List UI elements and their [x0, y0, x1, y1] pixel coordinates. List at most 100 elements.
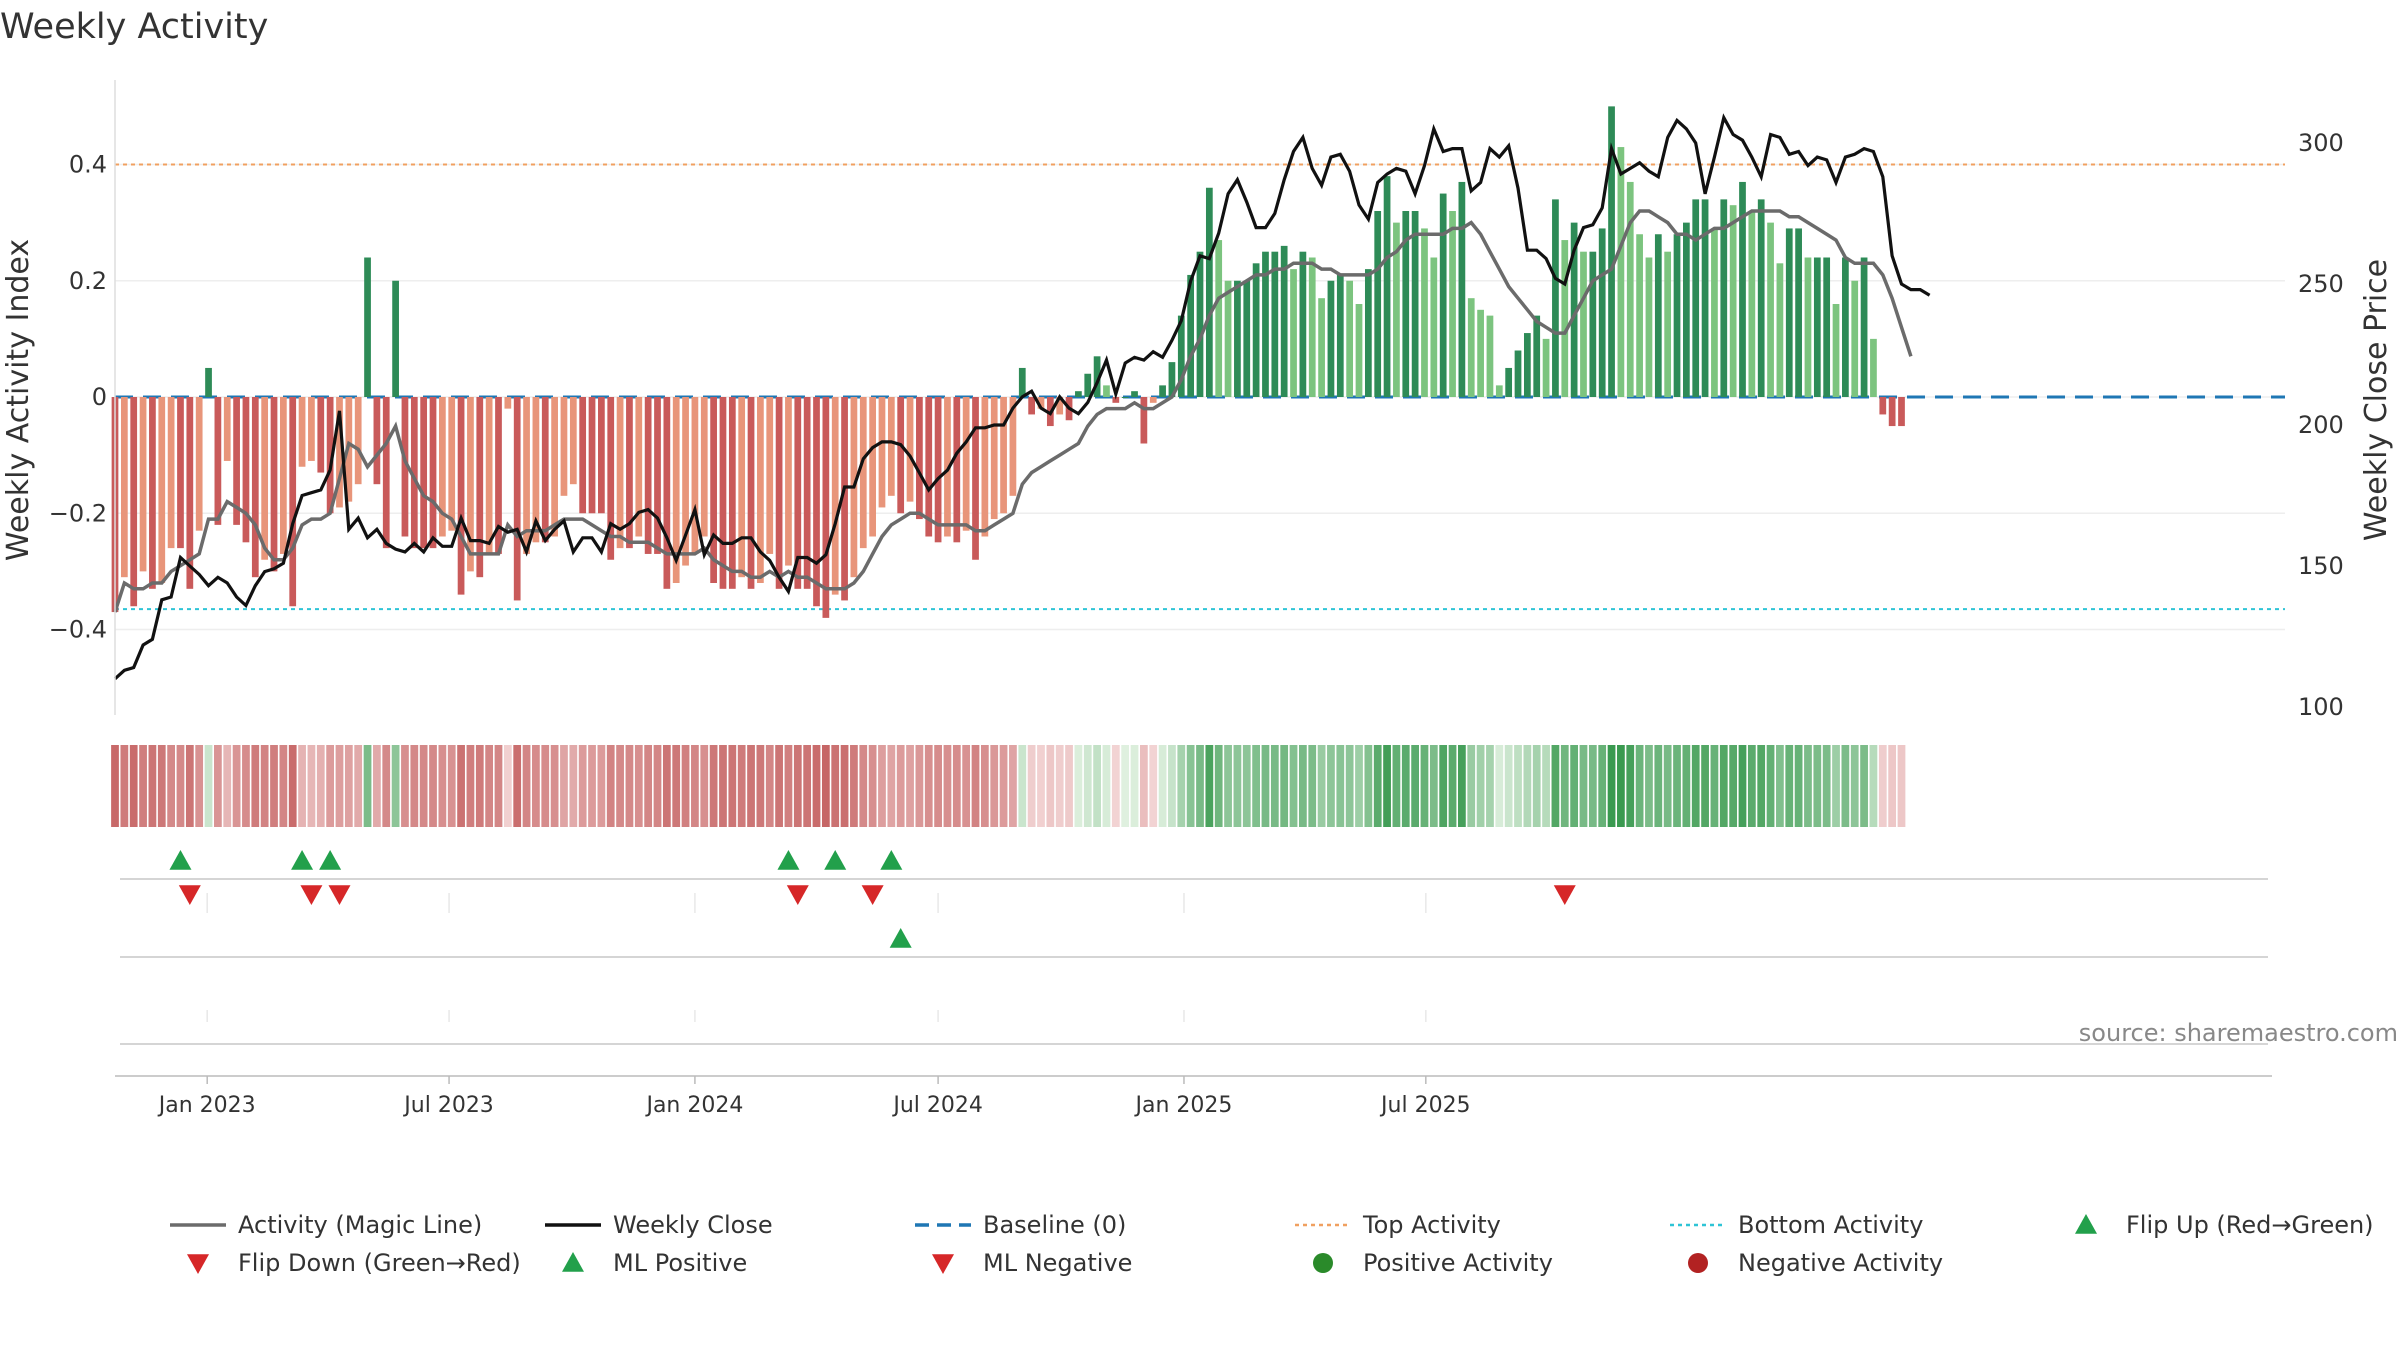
heat-strip-cell — [672, 745, 681, 827]
legend-swatch-8 — [932, 1254, 954, 1274]
heat-strip-cell — [999, 745, 1008, 827]
activity-bar — [495, 397, 502, 554]
heat-strip-cell — [550, 745, 559, 827]
heat-strip-cell — [560, 745, 568, 827]
heat-strip-cell — [1841, 745, 1850, 827]
heat-strip-cell — [1121, 745, 1130, 827]
activity-bar — [757, 397, 764, 583]
activity-bar — [457, 397, 465, 595]
heat-strip-cell — [1878, 745, 1887, 827]
activity-bar — [1458, 181, 1466, 397]
flip-down-marker — [178, 885, 201, 905]
heat-strip-cell — [1373, 745, 1382, 827]
activity-bar — [1271, 251, 1279, 397]
right-y-tick-label-2: 200 — [2298, 411, 2344, 439]
heat-strip-cell — [503, 745, 512, 827]
activity-bar — [1757, 199, 1765, 397]
heat-strip-cell — [625, 745, 634, 827]
activity-bar — [1449, 211, 1456, 397]
heat-strip-cell — [1542, 745, 1550, 827]
heat-strip-cell — [653, 745, 662, 827]
activity-bar — [298, 397, 306, 467]
activity-bar — [1234, 280, 1241, 397]
heat-strip-cell — [120, 745, 129, 827]
heat-strip-cell — [1617, 745, 1625, 827]
activity-bar — [1832, 304, 1840, 397]
heat-strip-cell — [719, 745, 727, 827]
activity-bar — [392, 280, 399, 397]
heat-strip-cell — [1139, 745, 1148, 827]
heat-strip-cell — [419, 745, 428, 827]
activity-bar — [1720, 199, 1728, 397]
activity-bar — [167, 397, 175, 549]
right-y-tick-label-0: 300 — [2298, 129, 2344, 157]
activity-bar — [1842, 257, 1849, 397]
heat-strip-cell — [1065, 745, 1073, 827]
axes: 0.4 0.2 0 −0.2 −0.4 300 250 200 150 100 — [49, 80, 2344, 721]
activity-bar — [251, 397, 259, 578]
heat-strip-cell — [232, 745, 241, 827]
right-y-tick-label-4: 100 — [2298, 693, 2344, 721]
weekly-close-series — [113, 113, 1931, 680]
activity-bar — [972, 397, 979, 560]
heat-strip-cell — [1448, 745, 1457, 827]
activity-bar — [1093, 356, 1101, 397]
heat-strip-cell — [934, 745, 942, 827]
heat-strip-cell — [681, 745, 690, 827]
activity-bar — [1701, 199, 1709, 397]
heat-strip-cell — [316, 745, 325, 827]
activity-bar — [158, 397, 166, 583]
event-markers — [120, 850, 2268, 1045]
heat-strip-cell — [971, 745, 980, 827]
activity-bar — [663, 397, 671, 589]
heat-strip-cell — [1570, 745, 1579, 827]
legend-label-5: Flip Up (Red→Green) — [2126, 1211, 2374, 1239]
heat-strip-cell — [1626, 745, 1635, 827]
activity-bar — [1589, 251, 1597, 397]
x-tick-label-4: Jan 2025 — [1134, 1093, 1233, 1118]
activity-bar — [738, 397, 746, 578]
heat-strip-cell — [868, 745, 877, 827]
activity-bar — [1374, 211, 1382, 397]
heat-strip-cell — [1308, 745, 1317, 827]
heat-strip-cell — [1233, 745, 1242, 827]
heat-strip-cell — [176, 745, 185, 827]
activity-bar — [654, 397, 661, 554]
activity-bar — [1402, 211, 1410, 397]
heat-strip-cell — [1224, 745, 1232, 827]
heat-strip-cell — [1486, 745, 1494, 827]
activity-bar — [607, 397, 615, 560]
heat-strip-cell — [775, 745, 783, 827]
heat-strip-cell — [410, 745, 419, 827]
heat-strip-cell — [634, 745, 643, 827]
heat-strip-cell — [157, 745, 166, 827]
activity-bar — [1308, 257, 1316, 397]
heat-strip-cell — [1149, 745, 1158, 827]
x-tick-label-2: Jan 2024 — [644, 1093, 743, 1118]
source-note: source: sharemaestro.com — [2079, 1019, 2398, 1047]
activity-bar — [336, 397, 343, 508]
heat-strip-cell — [1514, 745, 1522, 827]
heat-strip-cell — [756, 745, 765, 827]
heat-strip-cell — [1083, 745, 1092, 827]
activity-bar — [1439, 193, 1447, 397]
heat-strip-cell — [1289, 745, 1298, 827]
legend-label-0: Activity (Magic Line) — [238, 1211, 482, 1239]
activity-bar — [308, 397, 315, 461]
activity-bar — [1898, 397, 1905, 427]
heat-strip-cell — [354, 745, 363, 827]
heat-strip-cell — [597, 745, 606, 827]
activity-bar — [710, 397, 717, 583]
heat-strip-cell — [1794, 745, 1803, 827]
heat-strip-cell — [1111, 745, 1120, 827]
legend-label-3: Top Activity — [1362, 1211, 1501, 1239]
heat-strip-cell — [1579, 745, 1588, 827]
activity-bar — [822, 397, 830, 618]
activity-bar — [513, 397, 521, 601]
activity-bar — [476, 397, 484, 578]
activity-bar — [1767, 222, 1774, 397]
activity-bar — [1037, 397, 1045, 409]
activity-bar — [1018, 367, 1026, 397]
heat-strip-cell — [616, 745, 624, 827]
activity-bar — [1617, 147, 1625, 397]
